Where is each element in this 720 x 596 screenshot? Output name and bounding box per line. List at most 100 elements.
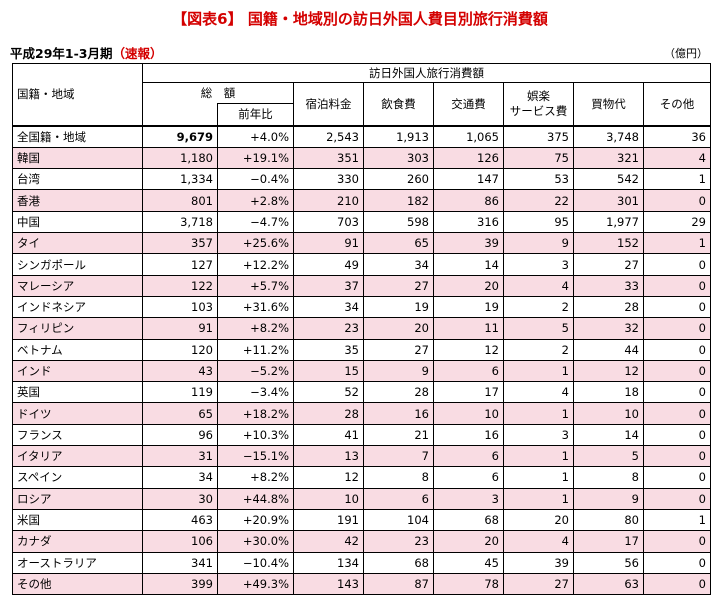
cell-entertainment: 4 xyxy=(503,530,574,553)
cell-food: 20 xyxy=(363,317,434,340)
header-food: 飲食費 xyxy=(363,81,434,127)
cell-name: タイ xyxy=(12,232,143,255)
table-row: ベトナム 120 +11.2% 35 27 12 2 44 0 xyxy=(12,338,711,361)
cell-other: 0 xyxy=(643,487,711,510)
cell-total: 103 xyxy=(142,295,218,319)
cell-other: 0 xyxy=(643,253,711,276)
cell-transport: 126 xyxy=(433,146,504,170)
cell-total: 106 xyxy=(142,530,218,553)
cell-food: 598 xyxy=(363,210,434,234)
table-row: オーストラリア 341 −10.4% 134 68 45 39 56 0 xyxy=(12,551,711,574)
cell-shopping: 152 xyxy=(573,232,644,255)
cell-transport: 19 xyxy=(433,295,504,319)
cell-entertainment: 3 xyxy=(503,423,574,447)
cell-entertainment: 20 xyxy=(503,508,574,532)
header-entertainment-line1: 娯楽 xyxy=(527,88,550,103)
cell-transport: 6 xyxy=(433,445,504,468)
cell-shopping: 32 xyxy=(573,317,644,340)
cell-entertainment: 1 xyxy=(503,445,574,468)
cell-yoy: +8.2% xyxy=(217,466,294,489)
cell-other: 29 xyxy=(643,210,711,234)
cell-other: 1 xyxy=(643,232,711,255)
cell-total: 357 xyxy=(142,232,218,255)
cell-lodging: 703 xyxy=(293,210,364,234)
cell-transport: 147 xyxy=(433,168,504,191)
cell-entertainment: 1 xyxy=(503,466,574,489)
cell-lodging: 191 xyxy=(293,508,364,532)
table-row: 香港 801 +2.8% 210 182 86 22 301 0 xyxy=(12,189,711,212)
header-total: 総 額 xyxy=(142,81,294,104)
cell-lodging: 49 xyxy=(293,253,364,276)
cell-name: 米国 xyxy=(12,508,143,532)
cell-name: ドイツ xyxy=(12,402,143,425)
period-main: 平成29年1-3月期 xyxy=(10,46,113,61)
cell-other: 0 xyxy=(643,445,711,468)
cell-lodging: 351 xyxy=(293,146,364,170)
cell-yoy: +4.0% xyxy=(217,124,294,148)
cell-shopping: 3,748 xyxy=(573,124,644,148)
table-row: イタリア 31 −15.1% 13 7 6 1 5 0 xyxy=(12,445,711,468)
cell-name: オーストラリア xyxy=(12,551,143,574)
cell-transport: 86 xyxy=(433,189,504,212)
cell-food: 6 xyxy=(363,487,434,510)
table-row: タイ 357 +25.6% 91 65 39 9 152 1 xyxy=(12,232,711,255)
table-row: 中国 3,718 −4.7% 703 598 316 95 1,977 29 xyxy=(12,210,711,234)
cell-shopping: 28 xyxy=(573,295,644,319)
header-total-spacer xyxy=(142,103,218,127)
cell-other: 4 xyxy=(643,146,711,170)
cell-transport: 16 xyxy=(433,423,504,447)
cell-lodging: 330 xyxy=(293,168,364,191)
cell-entertainment: 53 xyxy=(503,168,574,191)
cell-yoy: +20.9% xyxy=(217,508,294,532)
cell-transport: 316 xyxy=(433,210,504,234)
cell-yoy: −10.4% xyxy=(217,551,294,574)
cell-yoy: −0.4% xyxy=(217,168,294,191)
cell-transport: 6 xyxy=(433,466,504,489)
header-transport: 交通費 xyxy=(433,81,504,127)
cell-food: 68 xyxy=(363,551,434,574)
cell-transport: 6 xyxy=(433,359,504,383)
cell-entertainment: 9 xyxy=(503,232,574,255)
cell-entertainment: 5 xyxy=(503,317,574,340)
table-row: マレーシア 122 +5.7% 37 27 20 4 33 0 xyxy=(12,274,711,297)
cell-entertainment: 39 xyxy=(503,551,574,574)
cell-entertainment: 75 xyxy=(503,146,574,170)
figure-title: 【図表6】 国籍・地域別の訪日外国人費目別旅行消費額 xyxy=(172,10,548,28)
cell-lodging: 134 xyxy=(293,551,364,574)
cell-name: フランス xyxy=(12,423,143,447)
cell-yoy: +19.1% xyxy=(217,146,294,170)
cell-other: 0 xyxy=(643,551,711,574)
header-lodging: 宿泊料金 xyxy=(293,81,364,127)
cell-food: 9 xyxy=(363,359,434,383)
cell-name: 英国 xyxy=(12,381,143,404)
cell-name: その他 xyxy=(12,572,143,596)
period-label: 平成29年1-3月期（速報） xyxy=(10,43,163,62)
cell-name: ベトナム xyxy=(12,338,143,361)
cell-other: 0 xyxy=(643,381,711,404)
cell-name: スペイン xyxy=(12,466,143,489)
cell-entertainment: 2 xyxy=(503,338,574,361)
cell-entertainment: 1 xyxy=(503,402,574,425)
spending-table: 国籍・地域 訪日外国人旅行消費額 総 額 宿泊料金 飲食費 交通費 娯楽 サービ… xyxy=(12,62,711,596)
cell-transport: 14 xyxy=(433,253,504,276)
table-row: インド 43 −5.2% 15 9 6 1 12 0 xyxy=(12,359,711,383)
cell-yoy: +5.7% xyxy=(217,274,294,297)
cell-food: 27 xyxy=(363,274,434,297)
cell-shopping: 10 xyxy=(573,402,644,425)
table-row: 韓国 1,180 +19.1% 351 303 126 75 321 4 xyxy=(12,146,711,170)
cell-shopping: 18 xyxy=(573,381,644,404)
cell-shopping: 33 xyxy=(573,274,644,297)
header-region: 国籍・地域 xyxy=(12,62,143,127)
cell-lodging: 35 xyxy=(293,338,364,361)
cell-total: 127 xyxy=(142,253,218,276)
cell-other: 36 xyxy=(643,124,711,148)
header-shopping: 買物代 xyxy=(573,81,644,127)
header-group: 訪日外国人旅行消費額 xyxy=(142,63,711,83)
cell-transport: 12 xyxy=(433,338,504,361)
cell-food: 27 xyxy=(363,338,434,361)
cell-food: 16 xyxy=(363,402,434,425)
table-row: シンガポール 127 +12.2% 49 34 14 3 27 0 xyxy=(12,253,711,276)
cell-total: 9,679 xyxy=(142,124,218,148)
cell-other: 0 xyxy=(643,423,711,447)
cell-food: 87 xyxy=(363,572,434,596)
